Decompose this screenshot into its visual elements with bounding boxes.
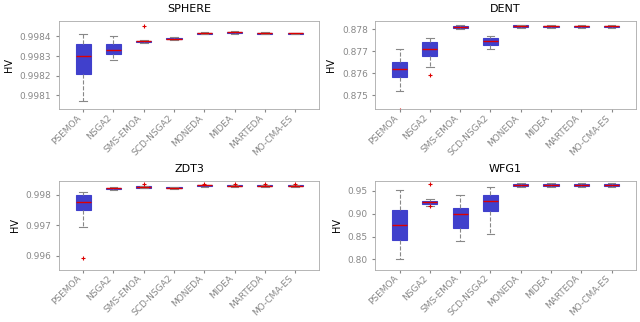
PathPatch shape — [257, 33, 273, 34]
Title: WFG1: WFG1 — [489, 165, 522, 175]
PathPatch shape — [452, 208, 468, 228]
PathPatch shape — [287, 33, 303, 34]
PathPatch shape — [573, 26, 589, 27]
PathPatch shape — [513, 184, 529, 186]
Y-axis label: HV: HV — [4, 58, 14, 72]
PathPatch shape — [392, 210, 407, 240]
PathPatch shape — [136, 41, 151, 42]
PathPatch shape — [392, 62, 407, 78]
PathPatch shape — [196, 185, 212, 186]
Y-axis label: HV: HV — [332, 218, 342, 232]
PathPatch shape — [166, 38, 182, 39]
Title: ZDT3: ZDT3 — [174, 165, 204, 175]
PathPatch shape — [543, 25, 559, 27]
PathPatch shape — [604, 184, 619, 186]
PathPatch shape — [76, 44, 91, 74]
PathPatch shape — [136, 186, 151, 187]
Title: SPHERE: SPHERE — [167, 4, 211, 14]
PathPatch shape — [166, 187, 182, 188]
Y-axis label: HV: HV — [326, 58, 337, 72]
Y-axis label: HV: HV — [10, 218, 20, 232]
PathPatch shape — [106, 44, 121, 54]
PathPatch shape — [452, 26, 468, 28]
PathPatch shape — [257, 185, 273, 186]
PathPatch shape — [483, 195, 498, 212]
PathPatch shape — [106, 188, 121, 189]
PathPatch shape — [543, 184, 559, 186]
PathPatch shape — [227, 185, 242, 186]
PathPatch shape — [483, 38, 498, 45]
PathPatch shape — [573, 184, 589, 186]
PathPatch shape — [227, 32, 242, 33]
PathPatch shape — [422, 43, 438, 56]
Title: DENT: DENT — [490, 4, 521, 14]
PathPatch shape — [604, 26, 619, 27]
PathPatch shape — [422, 201, 438, 204]
PathPatch shape — [513, 25, 529, 27]
PathPatch shape — [76, 195, 91, 211]
PathPatch shape — [287, 185, 303, 186]
PathPatch shape — [196, 33, 212, 34]
